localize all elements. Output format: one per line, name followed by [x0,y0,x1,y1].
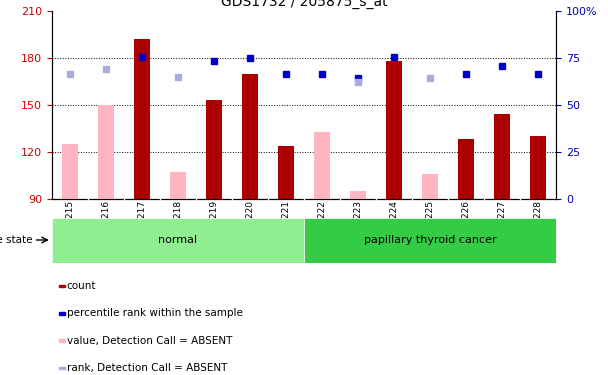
Text: count: count [67,281,96,291]
Bar [52,217,304,262]
Bar [494,114,510,199]
Bar [59,285,65,287]
Bar [59,312,65,315]
Bar [134,39,150,199]
Text: GSM85221: GSM85221 [282,200,291,249]
Text: GSM85227: GSM85227 [498,200,506,249]
Text: GSM85220: GSM85220 [246,200,254,249]
Bar [530,136,547,199]
Bar [206,100,222,199]
Text: GSM85217: GSM85217 [137,200,147,249]
Title: GDS1732 / 205875_s_at: GDS1732 / 205875_s_at [221,0,387,9]
Text: GSM85215: GSM85215 [65,200,74,249]
Bar [59,339,65,342]
Text: GSM85219: GSM85219 [209,200,218,249]
Bar [242,74,258,199]
Bar [61,144,78,199]
Text: GSM85226: GSM85226 [461,200,471,249]
Text: GSM85216: GSM85216 [102,200,110,249]
Text: disease state: disease state [0,235,32,245]
Bar [458,140,474,199]
Text: papillary thyroid cancer: papillary thyroid cancer [364,235,497,245]
Text: rank, Detection Call = ABSENT: rank, Detection Call = ABSENT [67,363,227,373]
Bar [314,132,330,199]
Text: GSM85228: GSM85228 [534,200,543,249]
Text: GSM85223: GSM85223 [354,200,362,249]
Text: percentile rank within the sample: percentile rank within the sample [67,308,243,318]
Bar [278,146,294,199]
Text: GSM85225: GSM85225 [426,200,435,249]
Text: GSM85222: GSM85222 [317,200,326,249]
Bar [98,105,114,199]
Bar [59,367,65,369]
Text: normal: normal [158,235,198,245]
Text: GSM85224: GSM85224 [390,200,399,249]
Bar [170,172,186,199]
Bar [422,174,438,199]
Bar [304,217,556,262]
Text: value, Detection Call = ABSENT: value, Detection Call = ABSENT [67,336,232,346]
Text: GSM85218: GSM85218 [173,200,182,249]
Bar [61,144,78,199]
Bar [386,61,402,199]
Bar [350,191,366,199]
